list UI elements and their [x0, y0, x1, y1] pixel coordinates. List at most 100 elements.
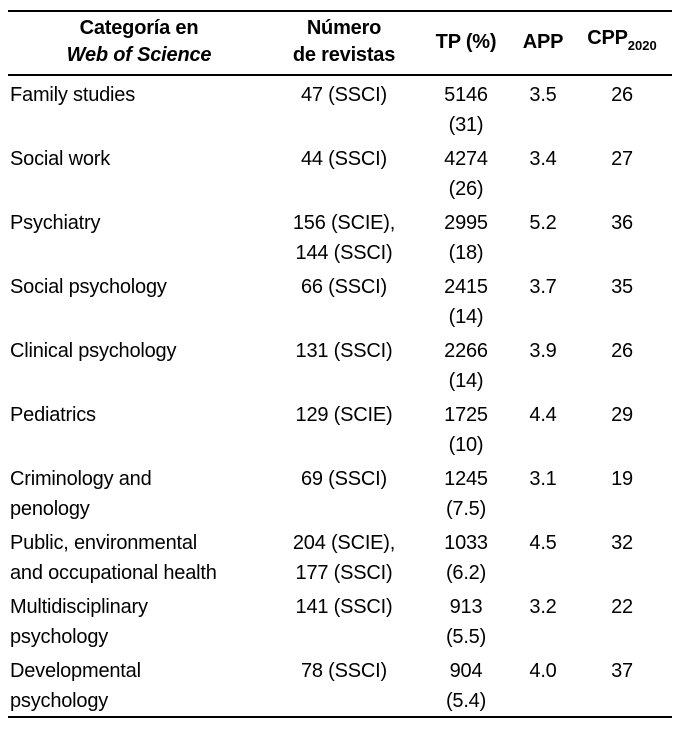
- category-line: Multidisciplinary: [10, 596, 148, 618]
- category-line: Social psychology: [10, 276, 167, 298]
- table-header: Categoría en Web of Science Número de re…: [8, 11, 672, 75]
- tp-cell: 2266 (14): [418, 332, 514, 396]
- category-cell: Psychiatry: [8, 204, 270, 268]
- header-category: Categoría en Web of Science: [8, 11, 270, 75]
- table-row: Social work 44 (SSCI) 4274 (26) 3.4 27: [8, 140, 672, 204]
- journals-cell: 141 (SSCI): [270, 588, 418, 652]
- tp-value: 913: [449, 596, 483, 618]
- tp-percent: (14): [448, 306, 484, 328]
- category-cell: Multidisciplinary psychology: [8, 588, 270, 652]
- tp-value: 1725: [444, 404, 488, 426]
- header-journals-line2: de revistas: [292, 44, 396, 66]
- journals-cell: 66 (SSCI): [270, 268, 418, 332]
- table-body: Family studies 47 (SSCI) 5146 (31) 3.5 26…: [8, 75, 672, 717]
- journals-cell: 78 (SSCI): [270, 652, 418, 717]
- journals-line: 66 (SSCI): [300, 276, 387, 298]
- app-cell: 4.5: [529, 532, 557, 554]
- journals-cell: 131 (SSCI): [270, 332, 418, 396]
- category-cell: Clinical psychology: [8, 332, 270, 396]
- tp-value: 2995: [444, 212, 488, 234]
- journals-cell: 47 (SSCI): [270, 75, 418, 140]
- tp-value: 4274: [444, 148, 488, 170]
- header-category-line1: Categoría en: [79, 17, 199, 39]
- category-line: Developmental: [10, 660, 141, 682]
- app-cell: 5.2: [529, 212, 557, 234]
- journals-line: 204 (SCIE),: [292, 532, 396, 554]
- tp-cell: 4274 (26): [418, 140, 514, 204]
- tp-cell: 904 (5.4): [418, 652, 514, 717]
- header-cpp-base: CPP: [587, 27, 628, 49]
- journals-cell: 44 (SSCI): [270, 140, 418, 204]
- tp-value: 904: [449, 660, 483, 682]
- journals-line: 141 (SSCI): [295, 596, 393, 618]
- journals-line: 69 (SSCI): [300, 468, 387, 490]
- app-cell: 3.4: [529, 148, 557, 170]
- table-row: Pediatrics 129 (SCIE) 1725 (10) 4.4 29: [8, 396, 672, 460]
- category-cell: Pediatrics: [8, 396, 270, 460]
- journals-line: 156 (SCIE),: [292, 212, 396, 234]
- journals-line: 177 (SSCI): [295, 562, 393, 584]
- journals-cell: 156 (SCIE), 144 (SSCI): [270, 204, 418, 268]
- cpp-cell: 26: [611, 340, 633, 362]
- tp-percent: (5.5): [445, 626, 487, 648]
- category-cell: Social work: [8, 140, 270, 204]
- tp-percent: (5.4): [445, 690, 487, 712]
- journals-cell: 204 (SCIE), 177 (SSCI): [270, 524, 418, 588]
- journals-cell: 129 (SCIE): [270, 396, 418, 460]
- tp-percent: (26): [448, 178, 484, 200]
- tp-cell: 1725 (10): [418, 396, 514, 460]
- tp-cell: 1245 (7.5): [418, 460, 514, 524]
- app-cell: 3.2: [529, 596, 557, 618]
- category-line: Pediatrics: [10, 404, 96, 426]
- tp-percent: (10): [448, 434, 484, 456]
- app-cell: 4.4: [529, 404, 557, 426]
- tp-cell: 5146 (31): [418, 75, 514, 140]
- category-line: psychology: [10, 626, 109, 648]
- wos-categories-table: Categoría en Web of Science Número de re…: [8, 10, 672, 718]
- journals-line: 144 (SSCI): [295, 242, 393, 264]
- cpp-cell: 36: [611, 212, 633, 234]
- category-line: Family studies: [10, 84, 136, 106]
- category-cell: Social psychology: [8, 268, 270, 332]
- journals-line: 129 (SCIE): [295, 404, 393, 426]
- table-row: Criminology and penology 69 (SSCI) 1245 (7…: [8, 460, 672, 524]
- tp-percent: (14): [448, 370, 484, 392]
- cpp-cell: 29: [611, 404, 633, 426]
- cpp-cell: 22: [611, 596, 633, 618]
- category-line: Psychiatry: [10, 212, 101, 234]
- tp-percent: (18): [448, 242, 484, 264]
- journals-line: 131 (SSCI): [295, 340, 393, 362]
- table-row: Family studies 47 (SSCI) 5146 (31) 3.5 26: [8, 75, 672, 140]
- tp-value: 2415: [444, 276, 488, 298]
- table-row: Multidisciplinary psychology 141 (SSCI) 9…: [8, 588, 672, 652]
- table-row: Clinical psychology 131 (SSCI) 2266 (14) …: [8, 332, 672, 396]
- app-cell: 4.0: [529, 660, 557, 682]
- cpp-cell: 35: [611, 276, 633, 298]
- category-cell: Public, environmental and occupational he…: [8, 524, 270, 588]
- tp-value: 1245: [444, 468, 488, 490]
- header-journals-line1: Número: [306, 17, 382, 39]
- cpp-cell: 27: [611, 148, 633, 170]
- category-cell: Family studies: [8, 75, 270, 140]
- cpp-cell: 32: [611, 532, 633, 554]
- cpp-cell: 26: [611, 84, 633, 106]
- tp-cell: 1033 (6.2): [418, 524, 514, 588]
- cpp-cell: 19: [611, 468, 633, 490]
- app-cell: 3.7: [529, 276, 557, 298]
- app-cell: 3.9: [529, 340, 557, 362]
- tp-value: 1033: [444, 532, 488, 554]
- header-journals: Número de revistas: [270, 11, 418, 75]
- category-cell: Criminology and penology: [8, 460, 270, 524]
- category-line: psychology: [10, 690, 109, 712]
- category-line: Public, environmental: [10, 532, 198, 554]
- header-tp: TP (%): [435, 30, 497, 53]
- tp-value: 2266: [444, 340, 488, 362]
- journals-line: 78 (SSCI): [300, 660, 387, 682]
- category-line: Criminology and: [10, 468, 152, 490]
- journals-line: 47 (SSCI): [300, 84, 387, 106]
- tp-percent: (31): [448, 114, 484, 136]
- app-cell: 3.5: [529, 84, 557, 106]
- category-cell: Developmental psychology: [8, 652, 270, 717]
- category-line: Social work: [10, 148, 111, 170]
